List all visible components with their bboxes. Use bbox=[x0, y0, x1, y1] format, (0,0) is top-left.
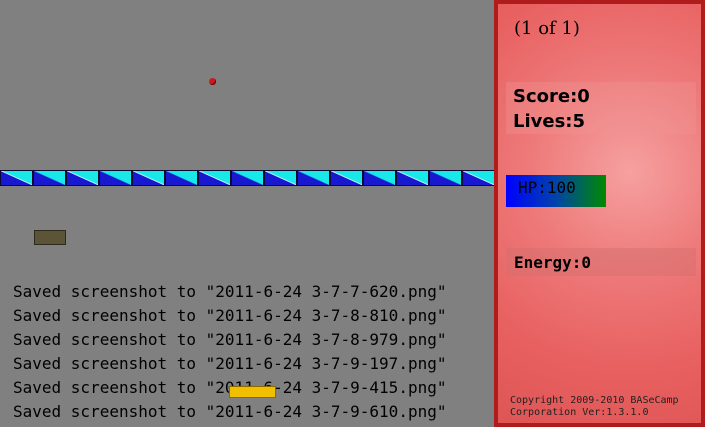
hp-bar bbox=[506, 175, 606, 207]
screenshot-log: Saved screenshot to "2011-6-24 3-7-7-620… bbox=[13, 280, 446, 424]
paddle[interactable] bbox=[34, 230, 66, 245]
log-line: Saved screenshot to "2011-6-24 3-7-9-197… bbox=[13, 354, 447, 373]
energy-background bbox=[506, 248, 696, 276]
score-background bbox=[506, 82, 696, 134]
brick bbox=[462, 170, 494, 186]
log-line: Saved screenshot to "2011-6-24 3-7-9-610… bbox=[13, 402, 447, 421]
powerup-capsule bbox=[229, 386, 276, 398]
brick bbox=[0, 170, 33, 186]
brick bbox=[99, 170, 132, 186]
brick bbox=[297, 170, 330, 186]
brick bbox=[165, 170, 198, 186]
brick-row bbox=[0, 170, 494, 186]
status-panel: (1 of 1) Score:0 Lives:5 HP:100 Energy:0… bbox=[494, 0, 705, 427]
game-playfield[interactable]: Saved screenshot to "2011-6-24 3-7-7-620… bbox=[0, 0, 494, 427]
hp-label: HP:100 bbox=[518, 178, 576, 197]
lives-label: Lives:5 bbox=[513, 111, 586, 132]
energy-label: Energy:0 bbox=[514, 253, 592, 272]
brick bbox=[66, 170, 99, 186]
brick bbox=[198, 170, 231, 186]
brick bbox=[363, 170, 396, 186]
brick bbox=[132, 170, 165, 186]
brick bbox=[231, 170, 264, 186]
level-indicator: (1 of 1) bbox=[514, 18, 580, 39]
log-line: Saved screenshot to "2011-6-24 3-7-7-620… bbox=[13, 282, 447, 301]
copyright-line-1: Copyright 2009-2010 BASeCamp bbox=[510, 395, 679, 406]
brick bbox=[33, 170, 66, 186]
brick bbox=[429, 170, 462, 186]
brick bbox=[264, 170, 297, 186]
log-line: Saved screenshot to "2011-6-24 3-7-8-810… bbox=[13, 306, 447, 325]
copyright-text: Copyright 2009-2010 BASeCamp Corporation… bbox=[510, 395, 700, 419]
copyright-line-2: Corporation Ver:1.3.1.0 bbox=[510, 407, 649, 418]
ball bbox=[209, 78, 216, 85]
score-label: Score:0 bbox=[513, 86, 590, 107]
brick bbox=[330, 170, 363, 186]
brick bbox=[396, 170, 429, 186]
log-line: Saved screenshot to "2011-6-24 3-7-8-979… bbox=[13, 330, 447, 349]
